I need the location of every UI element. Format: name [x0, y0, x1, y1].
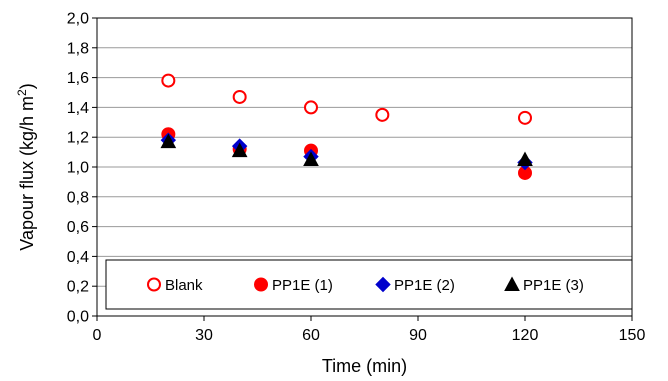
- y-tick-label: 0,6: [67, 219, 89, 236]
- y-tick-label: 0,8: [67, 189, 89, 206]
- series-pp1e-2: [160, 132, 533, 171]
- legend-item: PP1E (1): [254, 277, 333, 294]
- y-tick-label: 0,0: [67, 309, 89, 326]
- legend-item: Blank: [147, 277, 203, 294]
- y-axis-title-close: ): [17, 83, 37, 89]
- data-point: [232, 89, 247, 104]
- legend-label: PP1E (3): [523, 277, 584, 294]
- x-tick-label: 150: [619, 327, 646, 344]
- legend-marker: [254, 277, 268, 292]
- legend-box: [105, 259, 633, 310]
- y-axis-title-superscript: 2: [15, 89, 29, 96]
- data-point: [304, 100, 318, 115]
- y-tick-label: 1,0: [67, 160, 89, 177]
- y-tick-label: 1,4: [67, 100, 89, 117]
- data-point: [231, 142, 248, 158]
- legend: Blank PP1E (1) PP1E (2) PP1E (3): [105, 259, 633, 310]
- data-point: [161, 73, 176, 88]
- y-axis-title-main: Vapour flux (kg/h m: [17, 96, 37, 251]
- x-tick-label: 60: [302, 327, 320, 344]
- x-tick-label: 120: [512, 327, 539, 344]
- x-axis-title: Time (min): [322, 356, 407, 376]
- data-point: [303, 151, 319, 167]
- y-tick-label: 1,6: [67, 70, 89, 87]
- legend-label: PP1E (1): [272, 277, 333, 294]
- legend-marker: [375, 276, 391, 293]
- legend-item: PP1E (2): [375, 276, 455, 294]
- legend-marker: [504, 276, 520, 291]
- x-tick-label: 90: [409, 327, 427, 344]
- data-point: [375, 107, 390, 122]
- y-tick-label: 1,8: [67, 40, 89, 57]
- y-axis: 0,0 0,2 0,4 0,6 0,8 1,0 1,2 1,4 1,6 1,8 2,0: [67, 11, 97, 326]
- series-pp1e-3: [160, 133, 533, 167]
- series-pp1e-1: [161, 127, 532, 180]
- legend-item: PP1E (3): [504, 276, 584, 294]
- y-tick-label: 2,0: [67, 11, 89, 28]
- series-blank: [161, 73, 532, 125]
- data-point: [517, 151, 533, 167]
- data-point: [518, 110, 532, 125]
- x-tick-label: 30: [195, 327, 213, 344]
- legend-label: PP1E (2): [394, 277, 455, 294]
- y-tick-label: 0,4: [67, 249, 89, 266]
- y-tick-label: 1,2: [67, 130, 89, 147]
- data-point: [160, 133, 177, 149]
- y-tick-label: 0,2: [67, 279, 89, 296]
- y-axis-title: Vapour flux (kg/h m2): [15, 83, 37, 250]
- gridlines: [97, 17, 632, 287]
- data-points: [160, 73, 533, 180]
- legend-label: Blank: [165, 277, 203, 294]
- x-axis: 0 30 60 90 120 150: [93, 316, 646, 344]
- x-tick-label: 0: [93, 327, 102, 344]
- legend-marker: [147, 277, 161, 292]
